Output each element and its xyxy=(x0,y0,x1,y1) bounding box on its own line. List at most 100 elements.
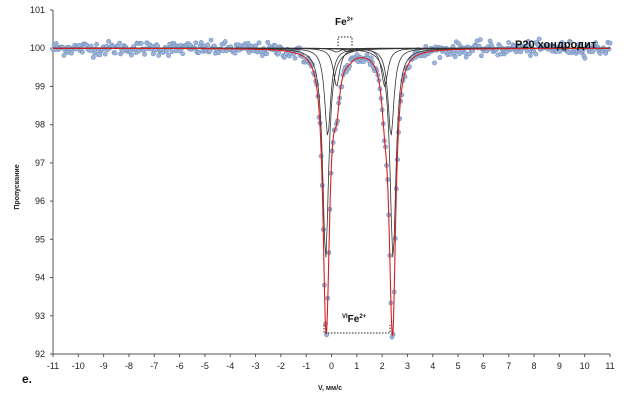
data-point xyxy=(198,40,204,45)
data-point xyxy=(607,40,613,46)
data-point xyxy=(368,55,374,61)
data-point xyxy=(463,54,469,60)
data-point xyxy=(432,60,437,66)
data-point xyxy=(528,53,533,58)
data-point xyxy=(168,45,174,51)
data-point xyxy=(117,40,122,46)
data-point xyxy=(276,50,282,56)
data-point xyxy=(166,53,171,58)
y-tick-label: 95 xyxy=(35,234,45,244)
data-point xyxy=(437,55,443,60)
x-tick-label: 7 xyxy=(506,361,511,371)
y-tick-label: 101 xyxy=(30,5,45,15)
data-point xyxy=(180,51,186,57)
data-point xyxy=(149,43,155,49)
data-point xyxy=(585,42,591,48)
data-point xyxy=(292,55,298,61)
data-point xyxy=(593,40,599,46)
data-point xyxy=(347,63,352,69)
data-point xyxy=(568,40,574,45)
data-point xyxy=(466,51,472,57)
data-point xyxy=(232,50,238,56)
data-point xyxy=(256,40,262,46)
fe3-annotation: Fe3+ xyxy=(335,17,354,46)
x-tick-label: 8 xyxy=(532,361,537,371)
data-point xyxy=(354,52,360,58)
data-point xyxy=(222,39,228,44)
data-point xyxy=(102,51,108,57)
data-point xyxy=(533,51,539,57)
data-point xyxy=(156,53,162,58)
data-point xyxy=(193,40,199,46)
data-point xyxy=(264,51,270,57)
data-point xyxy=(272,43,278,49)
y-ticks: 92 93 94 95 96 97 98 99 100 101 xyxy=(30,5,53,359)
data-point xyxy=(106,38,111,44)
data-point xyxy=(155,43,161,49)
data-point xyxy=(120,49,126,54)
data-point xyxy=(94,42,99,47)
fe3-label: Fe3+ xyxy=(335,17,354,28)
y-tick-label: 96 xyxy=(35,196,45,206)
x-tick-label: -11 xyxy=(47,361,59,371)
x-tick-label: 4 xyxy=(430,361,435,371)
data-point xyxy=(462,50,468,56)
data-point xyxy=(582,55,588,61)
panel-label: e. xyxy=(22,372,32,386)
data-point xyxy=(69,50,74,56)
y-tick-label: 93 xyxy=(35,311,45,321)
x-tick-label: 2 xyxy=(380,361,385,371)
y-axis-label: Пропускание xyxy=(14,164,21,209)
y-tick-label: 94 xyxy=(35,273,45,283)
fe2-annotation: VIFe2+ xyxy=(323,314,391,334)
data-point xyxy=(578,43,583,48)
data-point xyxy=(196,49,202,55)
data-point xyxy=(80,49,85,55)
x-tick-label: 3 xyxy=(405,361,410,371)
x-tick-label: -4 xyxy=(226,361,234,371)
data-points xyxy=(50,36,613,340)
chart-title: P20 хондродит xyxy=(515,39,597,51)
data-point xyxy=(142,51,147,57)
data-point xyxy=(169,49,175,55)
data-point xyxy=(535,42,541,48)
x-tick-label: 6 xyxy=(481,361,486,371)
y-tick-label: 97 xyxy=(35,158,45,168)
data-point xyxy=(606,46,612,52)
data-point xyxy=(457,51,462,57)
x-tick-label: 10 xyxy=(580,361,590,371)
data-point xyxy=(61,53,67,58)
data-point xyxy=(208,37,214,43)
fe2-label: VIFe2+ xyxy=(342,314,367,325)
data-point xyxy=(265,39,271,45)
x-tick-label: -2 xyxy=(277,361,285,371)
x-tick-label: 1 xyxy=(354,361,359,371)
envelope-line xyxy=(53,47,610,336)
x-tick-label: 9 xyxy=(557,361,562,371)
x-tick-label: -10 xyxy=(72,361,85,371)
data-point xyxy=(205,42,211,48)
fe2-bracket xyxy=(323,325,391,334)
y-tick-label: 99 xyxy=(35,81,45,91)
data-point xyxy=(525,38,531,44)
x-tick-label: -9 xyxy=(100,361,108,371)
x-tick-label: 11 xyxy=(605,361,614,371)
data-point xyxy=(129,52,134,58)
x-tick-label: -3 xyxy=(252,361,260,371)
x-tick-label: -1 xyxy=(302,361,310,371)
x-tick-label: -5 xyxy=(201,361,209,371)
x-tick-label: -7 xyxy=(150,361,158,371)
x-tick-label: -8 xyxy=(125,361,133,371)
data-point xyxy=(478,53,484,59)
data-point xyxy=(112,50,118,56)
y-tick-label: 100 xyxy=(30,43,45,53)
y-tick-label: 98 xyxy=(35,120,45,130)
x-tick-label: 0 xyxy=(329,361,334,371)
x-ticks: -11 -10 -9 -8 -7 -6 -5 -4 -3 -2 -1 0 1 2 3 4 5 6 7 8 9 10 11 xyxy=(47,354,615,371)
data-point xyxy=(536,36,542,42)
envelope-curve xyxy=(53,47,610,336)
data-point xyxy=(452,54,458,60)
fe3-marker xyxy=(337,36,353,46)
data-point xyxy=(506,40,512,45)
